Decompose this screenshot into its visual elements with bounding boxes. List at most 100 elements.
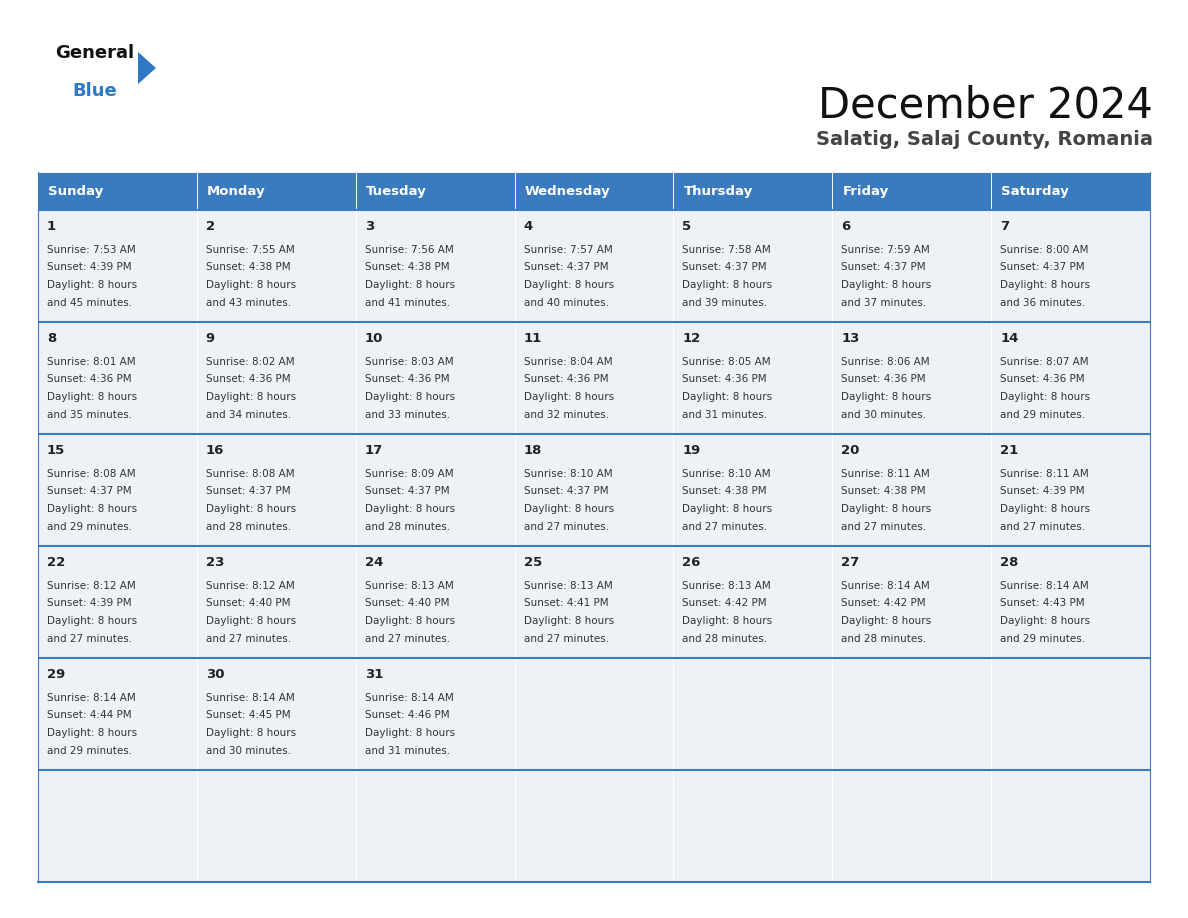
Bar	[674, 322, 833, 434]
Text: Daylight: 8 hours: Daylight: 8 hours	[524, 616, 614, 626]
Text: Sunset: 4:37 PM: Sunset: 4:37 PM	[206, 487, 291, 497]
Text: Daylight: 8 hours: Daylight: 8 hours	[365, 728, 455, 738]
Text: Daylight: 8 hours: Daylight: 8 hours	[206, 392, 296, 402]
Bar	[38, 770, 197, 882]
Text: Sunset: 4:40 PM: Sunset: 4:40 PM	[206, 599, 290, 609]
Text: 20: 20	[841, 444, 860, 457]
Bar	[197, 770, 355, 882]
Text: Daylight: 8 hours: Daylight: 8 hours	[524, 392, 614, 402]
Text: Sunrise: 7:57 AM: Sunrise: 7:57 AM	[524, 245, 612, 255]
Text: Sunday: Sunday	[48, 185, 103, 197]
Text: Daylight: 8 hours: Daylight: 8 hours	[48, 280, 137, 290]
Text: Sunset: 4:40 PM: Sunset: 4:40 PM	[365, 599, 449, 609]
Bar	[514, 172, 674, 210]
Bar	[38, 210, 197, 322]
Text: Sunset: 4:36 PM: Sunset: 4:36 PM	[365, 375, 449, 385]
Text: Wednesday: Wednesday	[525, 185, 611, 197]
Text: 24: 24	[365, 556, 383, 569]
Text: and 43 minutes.: and 43 minutes.	[206, 297, 291, 308]
Text: and 35 minutes.: and 35 minutes.	[48, 409, 132, 420]
Text: and 27 minutes.: and 27 minutes.	[206, 633, 291, 644]
Bar	[197, 434, 355, 546]
Text: Monday: Monday	[207, 185, 265, 197]
Text: Daylight: 8 hours: Daylight: 8 hours	[841, 616, 931, 626]
Bar	[514, 434, 674, 546]
Text: 9: 9	[206, 332, 215, 345]
Bar	[355, 172, 514, 210]
Bar	[833, 172, 991, 210]
Text: and 29 minutes.: and 29 minutes.	[48, 745, 132, 756]
Text: Sunrise: 8:14 AM: Sunrise: 8:14 AM	[48, 693, 135, 703]
Bar	[833, 658, 991, 770]
Text: Daylight: 8 hours: Daylight: 8 hours	[206, 728, 296, 738]
Text: Sunrise: 8:02 AM: Sunrise: 8:02 AM	[206, 357, 295, 367]
Bar	[991, 210, 1150, 322]
Text: Sunset: 4:44 PM: Sunset: 4:44 PM	[48, 711, 132, 721]
Text: 30: 30	[206, 668, 225, 681]
Text: Sunrise: 8:14 AM: Sunrise: 8:14 AM	[1000, 581, 1089, 591]
Text: Sunset: 4:36 PM: Sunset: 4:36 PM	[841, 375, 925, 385]
Text: and 28 minutes.: and 28 minutes.	[206, 521, 291, 532]
Text: Daylight: 8 hours: Daylight: 8 hours	[524, 504, 614, 514]
Text: and 41 minutes.: and 41 minutes.	[365, 297, 450, 308]
Text: Daylight: 8 hours: Daylight: 8 hours	[48, 616, 137, 626]
Text: Sunrise: 7:58 AM: Sunrise: 7:58 AM	[682, 245, 771, 255]
Text: Sunset: 4:37 PM: Sunset: 4:37 PM	[1000, 263, 1085, 273]
Text: 6: 6	[841, 220, 851, 233]
Text: Sunset: 4:38 PM: Sunset: 4:38 PM	[841, 487, 925, 497]
Text: 1: 1	[48, 220, 56, 233]
Text: and 33 minutes.: and 33 minutes.	[365, 409, 450, 420]
Polygon shape	[138, 52, 156, 84]
Text: 7: 7	[1000, 220, 1010, 233]
Bar	[674, 172, 833, 210]
Text: Sunrise: 8:10 AM: Sunrise: 8:10 AM	[682, 469, 771, 479]
Bar	[514, 770, 674, 882]
Text: Daylight: 8 hours: Daylight: 8 hours	[524, 280, 614, 290]
Text: Daylight: 8 hours: Daylight: 8 hours	[206, 616, 296, 626]
Text: 16: 16	[206, 444, 225, 457]
Bar	[38, 546, 197, 658]
Text: Sunrise: 8:11 AM: Sunrise: 8:11 AM	[841, 469, 930, 479]
Text: Daylight: 8 hours: Daylight: 8 hours	[1000, 392, 1091, 402]
Text: 18: 18	[524, 444, 542, 457]
Text: Sunrise: 8:11 AM: Sunrise: 8:11 AM	[1000, 469, 1089, 479]
Text: 4: 4	[524, 220, 533, 233]
Bar	[38, 172, 197, 210]
Text: Thursday: Thursday	[683, 185, 753, 197]
Text: Sunrise: 8:12 AM: Sunrise: 8:12 AM	[48, 581, 135, 591]
Text: Saturday: Saturday	[1001, 185, 1069, 197]
Bar	[197, 210, 355, 322]
Text: and 39 minutes.: and 39 minutes.	[682, 297, 767, 308]
Text: Sunset: 4:39 PM: Sunset: 4:39 PM	[48, 599, 132, 609]
Text: Sunset: 4:46 PM: Sunset: 4:46 PM	[365, 711, 449, 721]
Text: and 27 minutes.: and 27 minutes.	[524, 521, 608, 532]
Text: 29: 29	[48, 668, 65, 681]
Bar	[38, 658, 197, 770]
Text: Sunrise: 7:53 AM: Sunrise: 7:53 AM	[48, 245, 135, 255]
Bar	[514, 322, 674, 434]
Text: and 27 minutes.: and 27 minutes.	[524, 633, 608, 644]
Text: Friday: Friday	[842, 185, 889, 197]
Text: Daylight: 8 hours: Daylight: 8 hours	[682, 616, 772, 626]
Text: Daylight: 8 hours: Daylight: 8 hours	[1000, 280, 1091, 290]
Text: Sunset: 4:36 PM: Sunset: 4:36 PM	[48, 375, 132, 385]
Text: General: General	[55, 44, 134, 62]
Text: and 27 minutes.: and 27 minutes.	[48, 633, 132, 644]
Bar	[355, 658, 514, 770]
Text: 28: 28	[1000, 556, 1018, 569]
Text: Sunrise: 8:13 AM: Sunrise: 8:13 AM	[365, 581, 454, 591]
Text: Daylight: 8 hours: Daylight: 8 hours	[48, 728, 137, 738]
Bar	[355, 546, 514, 658]
Text: Salatig, Salaj County, Romania: Salatig, Salaj County, Romania	[816, 130, 1154, 149]
Text: Blue: Blue	[72, 82, 116, 100]
Text: 23: 23	[206, 556, 225, 569]
Text: and 28 minutes.: and 28 minutes.	[841, 633, 927, 644]
Text: Sunrise: 8:08 AM: Sunrise: 8:08 AM	[48, 469, 135, 479]
Bar	[991, 434, 1150, 546]
Bar	[991, 322, 1150, 434]
Text: 8: 8	[48, 332, 56, 345]
Text: Sunrise: 8:00 AM: Sunrise: 8:00 AM	[1000, 245, 1088, 255]
Text: Sunrise: 7:56 AM: Sunrise: 7:56 AM	[365, 245, 454, 255]
Text: and 36 minutes.: and 36 minutes.	[1000, 297, 1086, 308]
Text: Daylight: 8 hours: Daylight: 8 hours	[365, 504, 455, 514]
